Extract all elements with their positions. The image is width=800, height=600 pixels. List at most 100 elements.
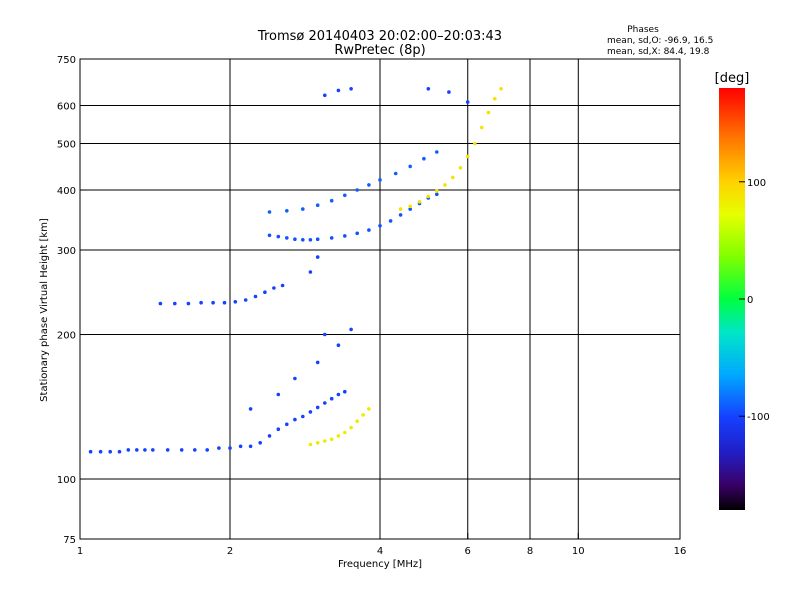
y-axis-label: Stationary phase Virtual Height [km]	[39, 218, 50, 402]
echo-point	[253, 294, 258, 299]
echo-point	[267, 434, 272, 438]
y-axis-ticks: 75 100 200 300 400 500 600 750	[57, 55, 86, 546]
echo-point	[378, 224, 382, 228]
stats-line-x: mean, sd,X: 84.4, 19.8	[607, 47, 710, 57]
series-e-layer-o-trace	[88, 389, 347, 454]
x-tick-label: 10	[572, 546, 585, 557]
colorbar: [deg] 100 0 -100	[715, 71, 770, 510]
echo-point	[329, 198, 334, 203]
echo-point	[258, 441, 263, 445]
echo-point	[301, 414, 305, 419]
echo-point	[315, 255, 320, 259]
echo-point	[426, 87, 431, 91]
x-tick-label: 6	[465, 546, 471, 557]
echo-point	[349, 87, 353, 91]
echo-point	[285, 236, 289, 240]
y-tick-label: 600	[57, 102, 76, 113]
echo-point	[308, 442, 313, 447]
echo-point	[143, 448, 147, 452]
echo-point	[293, 237, 297, 241]
echo-point	[315, 441, 320, 445]
y-tick-label: 400	[57, 186, 76, 197]
echo-point	[447, 90, 451, 94]
echo-point	[199, 300, 203, 305]
x-tick-label: 4	[377, 546, 383, 557]
y-tick-label: 300	[57, 246, 76, 257]
echo-point	[426, 194, 431, 199]
echo-point	[280, 283, 285, 288]
echo-point	[272, 286, 276, 290]
echo-point	[443, 183, 447, 187]
echo-point	[117, 449, 122, 454]
echo-point	[499, 87, 503, 91]
echo-point	[165, 448, 170, 452]
gridlines	[80, 59, 680, 539]
echo-point	[276, 234, 281, 239]
colorbar-label: [deg]	[715, 71, 750, 86]
echo-point	[238, 444, 243, 449]
echo-point	[473, 141, 477, 146]
echo-point	[323, 93, 327, 98]
echo-point	[222, 300, 227, 305]
echo-point	[217, 446, 221, 450]
echo-point	[367, 183, 371, 187]
echo-point	[336, 434, 341, 438]
echo-point	[336, 88, 341, 93]
echo-point	[367, 407, 371, 411]
echo-point	[493, 96, 497, 101]
echo-point	[465, 100, 470, 104]
echo-point	[323, 332, 327, 337]
echo-point	[315, 203, 320, 207]
echo-point	[323, 439, 327, 443]
echo-point	[349, 425, 353, 430]
stats-line-o: mean, sd,O: -96.9, 16.5	[607, 36, 713, 46]
echo-point	[329, 236, 334, 240]
echo-point	[267, 210, 272, 214]
phase-stats: Phases mean, sd,O: -96.9, 16.5 mean, sd,…	[607, 25, 713, 57]
echo-point	[336, 392, 341, 397]
echo-point	[343, 234, 347, 238]
series-scattered-echoes	[248, 87, 470, 411]
y-tick-label: 200	[57, 331, 76, 342]
echo-point	[343, 389, 347, 394]
series-e-layer-x-trace	[308, 407, 371, 447]
echo-point	[343, 193, 347, 198]
series-f1-o-trace	[158, 283, 285, 306]
series-f2-upper-o-trace	[267, 150, 439, 214]
y-tick-label: 75	[63, 535, 76, 546]
y-tick-label: 750	[57, 55, 76, 66]
colorbar-ticks: 100 0 -100	[739, 178, 770, 423]
echo-point	[388, 219, 393, 223]
echo-point	[408, 164, 413, 169]
echo-point	[361, 413, 365, 417]
chart-subtitle: RwPretec (8p)	[334, 43, 425, 58]
colorbar-tick-label: 100	[747, 178, 766, 189]
echo-point	[435, 192, 439, 197]
x-tick-label: 16	[674, 546, 687, 557]
echo-point	[349, 327, 353, 332]
echo-point	[308, 410, 313, 414]
echo-point	[458, 166, 463, 170]
echo-point	[329, 437, 334, 442]
echo-point	[285, 209, 289, 213]
echo-point	[205, 448, 209, 452]
echo-point	[451, 175, 455, 180]
echo-point	[343, 430, 347, 435]
echo-point	[293, 376, 297, 381]
echo-point	[173, 301, 177, 306]
echo-point	[98, 449, 103, 454]
echo-point	[179, 448, 184, 452]
echo-point	[285, 422, 289, 427]
echo-point	[135, 448, 139, 452]
echo-point	[151, 448, 155, 452]
echo-point	[276, 392, 281, 397]
echo-point	[393, 171, 398, 176]
colorbar-tick-label: 0	[747, 295, 753, 306]
series-f2-x-trace	[398, 87, 503, 211]
echo-point	[355, 188, 360, 192]
echo-point	[315, 405, 320, 410]
echo-point	[108, 449, 112, 454]
colorbar-tick-label: -100	[747, 412, 770, 423]
echo-point	[211, 300, 215, 305]
